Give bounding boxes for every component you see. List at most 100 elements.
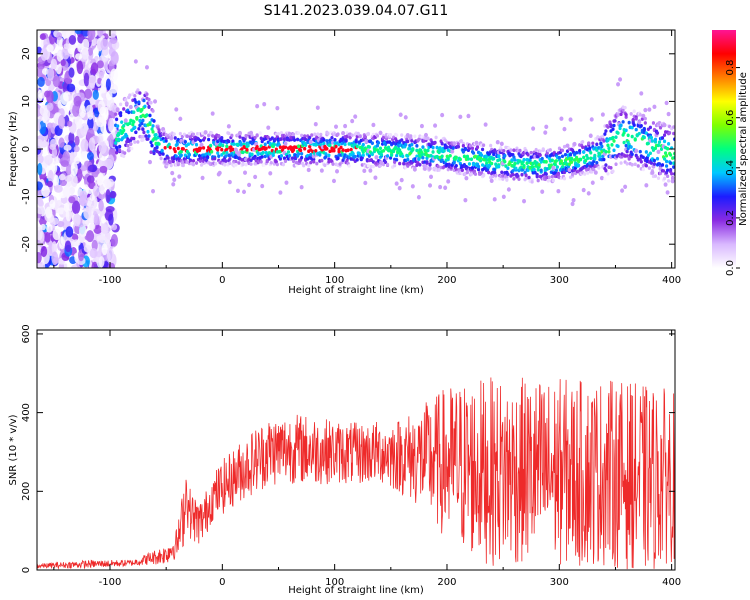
spectrogram-cell [653, 146, 658, 151]
spectrogram-cell [461, 150, 465, 154]
spectrogram-cell [513, 162, 517, 166]
spectrogram-cell [413, 134, 417, 139]
spectrogram-cell [234, 159, 238, 164]
spectrogram-cell [154, 132, 158, 137]
spectrogram-cell [368, 168, 373, 173]
spectrogram-cell [142, 98, 146, 103]
spectrogram-cell [429, 174, 434, 180]
spectrogram-cell [442, 149, 446, 153]
spectrogram-cell [286, 150, 291, 154]
spectrogram-cell [364, 139, 369, 144]
spectrogram-cell [582, 155, 586, 160]
spectrogram-cell [467, 162, 472, 166]
spectrogram-cell [534, 147, 538, 152]
spectrogram-cell [46, 122, 54, 129]
spectrogram-cell [489, 178, 494, 183]
spectrogram-cell [47, 67, 55, 81]
spectrogram-cell [629, 112, 633, 116]
snr-y-tick-label-1: 200 [21, 482, 32, 501]
spectrogram-cell [634, 127, 638, 132]
spectrogram-cell [584, 158, 588, 163]
spectrogram-x-axis-label: Height of straight line (km) [288, 285, 424, 296]
spectrogram-cell [665, 146, 670, 151]
spectrogram-cell [40, 246, 48, 258]
spectrogram-cell [52, 75, 61, 88]
spectrogram-cell [559, 159, 564, 163]
spectrogram-cell [89, 223, 96, 231]
spectrogram-cell [383, 160, 388, 165]
spectrogram-cell [630, 162, 634, 167]
spectrogram-cell [456, 144, 460, 149]
spectrogram-cell [337, 147, 341, 152]
spectrogram-cell [217, 154, 221, 158]
spectrogram-cell [250, 152, 254, 157]
spectrogram-cell [57, 115, 66, 129]
spectrogram-cell [398, 161, 402, 166]
snr-x-tick-label-2: 100 [325, 577, 344, 588]
spectrogram-cell [315, 161, 319, 166]
spectrogram-cell [331, 162, 335, 166]
spectrogram-cell [538, 149, 542, 154]
spectrogram-cell [423, 132, 428, 138]
spectrogram-cell [437, 168, 441, 172]
spectrogram-cell [148, 113, 152, 118]
spectrogram-cell [214, 161, 218, 166]
spectrogram-cell [136, 140, 140, 144]
spectrogram-cell [375, 134, 380, 138]
spectrogram-cell [79, 104, 86, 118]
spectrogram-cell [492, 152, 496, 157]
spectrogram-cell [132, 120, 136, 124]
spectrogram-cell [461, 144, 465, 148]
spectrogram-cell [569, 160, 574, 164]
spectrogram-cell [198, 159, 203, 163]
spectrogram-cell [583, 172, 587, 176]
snr-x-axis-label: Height of straight line (km) [288, 585, 424, 596]
snr-series-path [37, 377, 675, 570]
spectrogram-cell [87, 164, 97, 173]
spectrogram-cell [431, 145, 435, 150]
spectrogram-cell [607, 146, 611, 151]
spectrogram-cell [401, 154, 405, 159]
spectrogram-cell [179, 149, 183, 154]
colorbar-tick-label-0: 0.0 [725, 260, 736, 276]
spectrogram-cell [593, 170, 598, 175]
spectrogram-cell [664, 164, 669, 168]
spectrogram-cell [160, 148, 164, 153]
spectrogram-cell [498, 157, 502, 162]
spectrogram-cell [151, 109, 155, 113]
spectrogram-cell [201, 146, 206, 150]
spectrogram-cell [138, 91, 142, 95]
spectrogram-cell [403, 115, 408, 120]
spectrogram-cell [37, 139, 44, 150]
spectrogram-cell [169, 136, 174, 141]
spectrogram-cell [557, 155, 562, 160]
spectrogram-cell [665, 168, 670, 172]
spectrogram-cell [611, 127, 615, 132]
spectrogram-cell [109, 37, 118, 45]
spectrogram-cell [503, 153, 507, 158]
spectrogram-x-tick-label-0: -100 [99, 275, 122, 286]
spectrogram-x-tick-label-2: 100 [325, 275, 344, 286]
spectrogram-cell [669, 161, 673, 165]
spectrogram-cell [572, 158, 577, 162]
spectrogram-cell [483, 122, 488, 127]
spectrogram-cell [662, 157, 667, 161]
spectrogram-cell [418, 162, 422, 167]
spectrogram-cell [58, 236, 66, 250]
spectrogram-cell [327, 153, 331, 158]
spectrogram-cell [107, 262, 116, 268]
spectrogram-cell [415, 148, 419, 153]
spectrogram-cell [44, 232, 51, 243]
spectrogram-cell [410, 139, 414, 143]
spectrogram-cell [556, 188, 561, 194]
spectrogram-cell [229, 145, 233, 149]
spectrogram-cell [308, 144, 312, 149]
spectrogram-cell [108, 213, 114, 226]
spectrogram-cell [406, 139, 410, 144]
spectrogram-cell [479, 153, 484, 157]
spectrogram-cell [629, 145, 633, 149]
spectrogram-cell [228, 161, 232, 166]
spectrogram-cell [370, 152, 374, 157]
spectrogram-cell [402, 161, 406, 166]
spectrogram-cell [506, 166, 510, 171]
